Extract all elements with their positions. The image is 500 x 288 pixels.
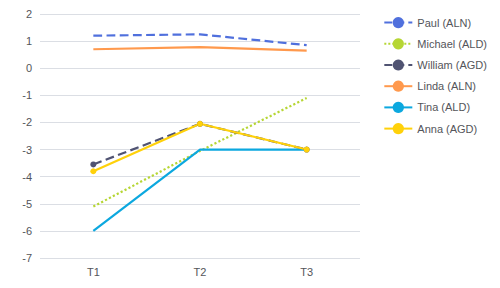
svg-text:Linda (ALN): Linda (ALN) <box>417 80 476 92</box>
svg-text:T1: T1 <box>87 266 100 278</box>
svg-text:2: 2 <box>26 8 32 20</box>
svg-text:Michael (ALD): Michael (ALD) <box>417 38 487 50</box>
svg-text:1: 1 <box>26 35 32 47</box>
svg-text:T3: T3 <box>300 266 313 278</box>
svg-text:-3: -3 <box>22 144 32 156</box>
svg-text:-5: -5 <box>22 198 32 210</box>
svg-text:Paul (ALN): Paul (ALN) <box>417 17 471 29</box>
svg-text:T2: T2 <box>194 266 207 278</box>
svg-text:-7: -7 <box>22 252 32 264</box>
svg-text:Anna (AGD): Anna (AGD) <box>417 123 477 135</box>
svg-text:William (AGD): William (AGD) <box>417 59 487 71</box>
svg-text:0: 0 <box>26 62 32 74</box>
svg-text:-6: -6 <box>22 225 32 237</box>
svg-text:-4: -4 <box>22 171 32 183</box>
svg-text:-2: -2 <box>22 116 32 128</box>
svg-text:Tina (ALD): Tina (ALD) <box>417 101 470 113</box>
svg-text:-1: -1 <box>22 89 32 101</box>
